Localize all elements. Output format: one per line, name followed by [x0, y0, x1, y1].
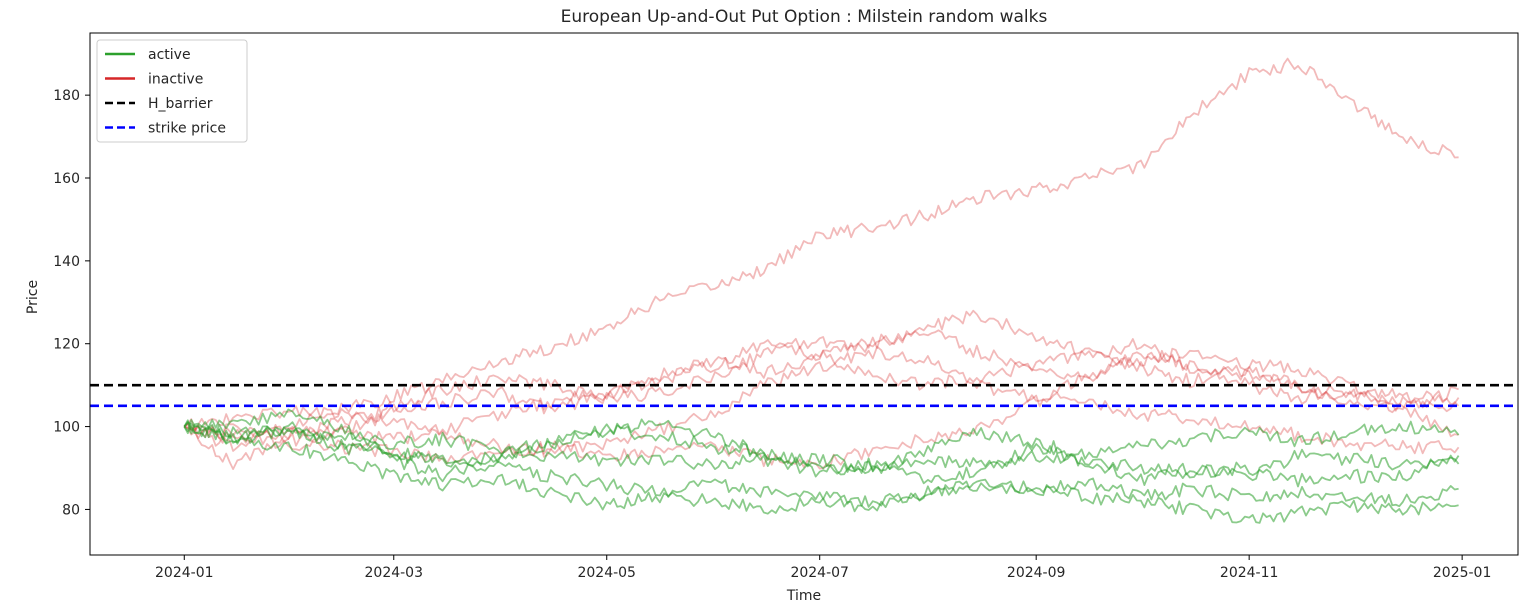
series-line-inactive-3 — [183, 329, 1460, 471]
y-tick-label: 120 — [53, 337, 80, 353]
x-tick-label: 2024-09 — [1007, 565, 1066, 581]
series-line-inactive-2 — [184, 309, 1459, 444]
series-line-inactive-1 — [183, 57, 1459, 452]
y-tick-label: 140 — [53, 254, 80, 270]
x-axis-label: Time — [786, 588, 821, 604]
x-tick-label: 2024-01 — [155, 565, 214, 581]
y-tick-label: 80 — [62, 502, 80, 518]
plot-frame — [89, 32, 1519, 556]
series-line-active-11 — [183, 408, 1460, 487]
series-layer — [183, 57, 1460, 524]
legend-label: inactive — [148, 72, 203, 88]
y-tick-label: 100 — [53, 420, 80, 436]
legend-label: active — [148, 47, 191, 63]
y-axis-label: Price — [25, 280, 41, 314]
y-tick-label: 160 — [53, 171, 80, 187]
x-tick-label: 2024-07 — [790, 565, 849, 581]
series-line-inactive-4 — [183, 338, 1459, 438]
y-tick-label: 180 — [53, 88, 80, 104]
hline-layer — [90, 383, 1518, 408]
x-tick-label: 2024-11 — [1220, 565, 1279, 581]
legend-label: strike price — [148, 121, 226, 137]
x-tick-label: 2024-03 — [365, 565, 424, 581]
legend-box — [96, 39, 248, 143]
series-line-inactive-5 — [183, 351, 1460, 470]
chart-title: European Up-and-Out Put Option : Milstei… — [561, 7, 1048, 27]
series-line-active-9 — [183, 419, 1460, 488]
x-tick-label: 2024-05 — [577, 565, 636, 581]
series-line-active-10 — [183, 425, 1459, 515]
x-tick-label: 2025-01 — [1433, 565, 1492, 581]
legend-label: H_barrier — [148, 96, 213, 112]
axes-layer: 2024-01 2024-03 2024-05 2024-07 2024-09 2024-… — [53, 32, 1519, 581]
series-line-active-7 — [183, 421, 1459, 524]
